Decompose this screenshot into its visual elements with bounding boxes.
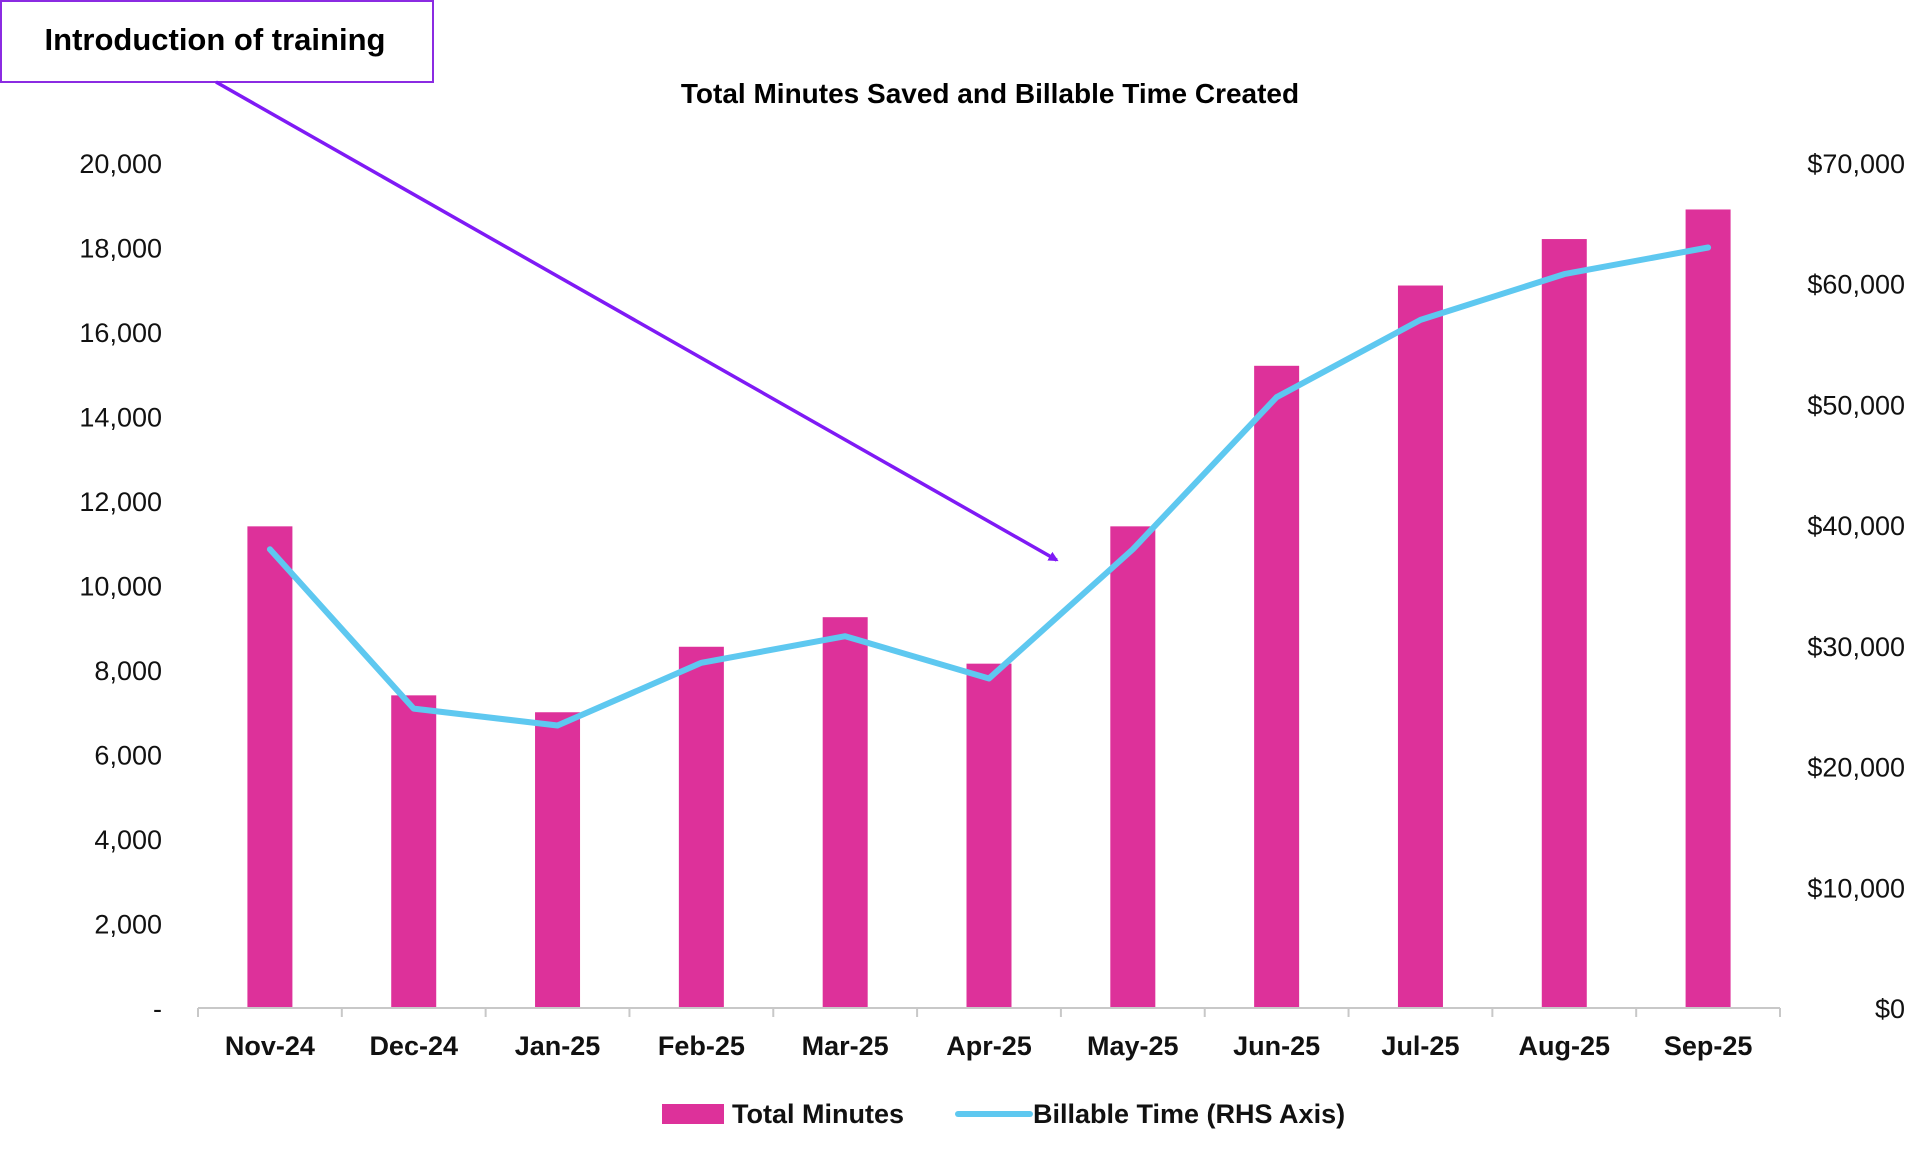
left-y-tick-label: 8,000 (94, 656, 162, 686)
x-tick-label: Jun-25 (1233, 1031, 1320, 1061)
x-tick-label: Aug-25 (1519, 1031, 1611, 1061)
x-tick-label: Mar-25 (802, 1031, 889, 1061)
bar (678, 646, 724, 1008)
right-y-tick-label: $40,000 (1807, 511, 1905, 541)
left-y-tick-label: 18,000 (79, 234, 162, 264)
chart-title: Total Minutes Saved and Billable Time Cr… (681, 78, 1299, 109)
line-series-billable-time (266, 244, 1712, 729)
right-y-tick-label: $50,000 (1807, 390, 1905, 420)
left-y-tick-label: 6,000 (94, 741, 162, 771)
x-tick-label: Jul-25 (1381, 1031, 1459, 1061)
x-tick-label: Jan-25 (515, 1031, 601, 1061)
bar (1254, 365, 1300, 1008)
annotation-callout: Introduction of training (0, 0, 434, 83)
right-y-tick-label: $20,000 (1807, 753, 1905, 783)
right-y-tick-label: $70,000 (1807, 149, 1905, 179)
bar (822, 617, 868, 1008)
annotation-box (0, 0, 434, 83)
left-y-tick-label: 16,000 (79, 318, 162, 348)
right-y-tick-label: $0 (1875, 994, 1905, 1024)
bar (247, 526, 293, 1008)
left-y-tick-label: 12,000 (79, 487, 162, 517)
x-axis: Nov-24 Dec-24 Jan-25 Feb-25 Mar-25 Apr-25 May-… (197, 1007, 1781, 1061)
legend-swatch-total-minutes (662, 1104, 724, 1124)
right-y-tick-label: $30,000 (1807, 632, 1905, 662)
bar (391, 695, 437, 1008)
right-y-tick-label: $60,000 (1807, 270, 1905, 300)
x-tick-label: May-25 (1087, 1031, 1179, 1061)
right-y-tick-label: $10,000 (1807, 873, 1905, 903)
left-y-axis: - 2,000 4,000 6,000 8,000 10,000 12,000 14,000 1… (79, 149, 162, 1024)
bar (1685, 209, 1731, 1009)
x-tick-label: Apr-25 (946, 1031, 1032, 1061)
bar-series-total-minutes (247, 209, 1731, 1009)
series-line (266, 244, 1712, 729)
x-tick-label: Dec-24 (369, 1031, 458, 1061)
legend-label-billable-time: Billable Time (RHS Axis) (1033, 1099, 1345, 1129)
x-tick-label: Feb-25 (658, 1031, 745, 1061)
left-y-tick-label: 20,000 (79, 149, 162, 179)
x-tick-label: Nov-24 (225, 1031, 315, 1061)
left-y-tick-label: 14,000 (79, 403, 162, 433)
left-y-tick-label: - (153, 994, 162, 1024)
annotation-arrow (215, 80, 1059, 562)
right-y-axis: $0 $10,000 $20,000 $30,000 $40,000 $50,000 $60… (1807, 149, 1905, 1024)
bar (966, 663, 1012, 1008)
annotation-text: Introduction of training (45, 22, 386, 57)
x-tick-label: Sep-25 (1664, 1031, 1753, 1061)
legend-label-total-minutes: Total Minutes (732, 1099, 904, 1129)
legend: Total Minutes Billable Time (RHS Axis) (662, 1099, 1345, 1129)
left-y-tick-label: 10,000 (79, 572, 162, 602)
bar (535, 712, 581, 1008)
bar (1541, 239, 1587, 1009)
bar (1110, 526, 1156, 1008)
left-y-tick-label: 2,000 (94, 910, 162, 940)
bar (1397, 285, 1443, 1008)
left-y-tick-label: 4,000 (94, 825, 162, 855)
